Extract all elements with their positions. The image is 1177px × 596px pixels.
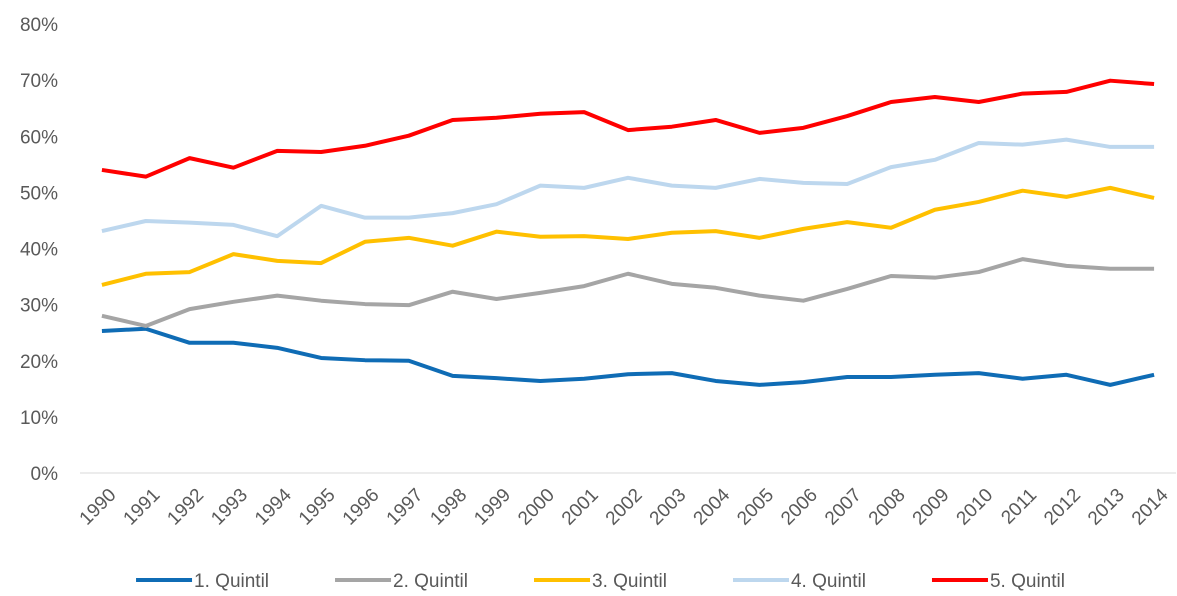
y-tick-label: 30% — [20, 296, 58, 317]
x-tick-label: 1999 — [470, 485, 515, 530]
x-tick-label: 1993 — [207, 485, 252, 530]
series-line — [101, 78, 1155, 179]
x-tick-label: 2009 — [909, 485, 954, 530]
x-tick-label: 2013 — [1084, 485, 1129, 530]
legend-label: 2. Quintil — [393, 571, 468, 591]
y-tick-label: 50% — [20, 183, 58, 204]
y-tick-label: 40% — [20, 240, 58, 261]
x-tick-label: 2011 — [997, 485, 1041, 529]
series-line — [101, 137, 1155, 239]
legend-label: 4. Quintil — [791, 571, 866, 591]
x-tick-label: 1990 — [76, 485, 121, 530]
x-tick-label: 2000 — [514, 485, 559, 530]
series-line — [101, 326, 1155, 387]
y-tick-label: 20% — [20, 352, 58, 373]
x-tick-label: 1994 — [251, 484, 296, 529]
legend-label: 1. Quintil — [194, 571, 269, 591]
x-tick-label: 2003 — [646, 485, 691, 530]
x-tick-label: 2014 — [1128, 484, 1173, 529]
y-tick-label: 10% — [20, 408, 58, 429]
y-tick-label: 0% — [31, 464, 59, 485]
x-tick-label: 2010 — [953, 485, 998, 530]
x-tick-label: 2004 — [690, 484, 735, 529]
y-tick-label: 80% — [20, 15, 58, 36]
x-tick-label: 2005 — [733, 485, 778, 530]
y-tick-label: 70% — [20, 71, 58, 92]
series-line — [101, 185, 1155, 287]
legend-label: 5. Quintil — [990, 571, 1065, 591]
x-tick-label: 2012 — [1040, 485, 1085, 530]
x-tick-label: 2006 — [777, 485, 822, 530]
x-tick-label: 2001 — [558, 485, 603, 530]
x-tick-label: 1991 — [120, 485, 165, 530]
series-line — [101, 257, 1155, 328]
x-tick-label: 1996 — [339, 485, 384, 530]
x-tick-label: 2007 — [821, 485, 866, 530]
legend: 1. Quintil 2. Quintil 3. Quintil 4. Quintil… — [136, 571, 1065, 592]
x-tick-label: 2002 — [602, 485, 647, 530]
x-tick-label: 1992 — [163, 485, 208, 530]
x-tick-label: 1995 — [295, 485, 340, 530]
y-tick-label: 60% — [20, 127, 58, 148]
x-tick-label: 1998 — [426, 485, 471, 530]
x-tick-label: 1997 — [383, 485, 428, 530]
legend-label: 3. Quintil — [592, 571, 667, 591]
x-tick-label: 2008 — [865, 485, 910, 530]
